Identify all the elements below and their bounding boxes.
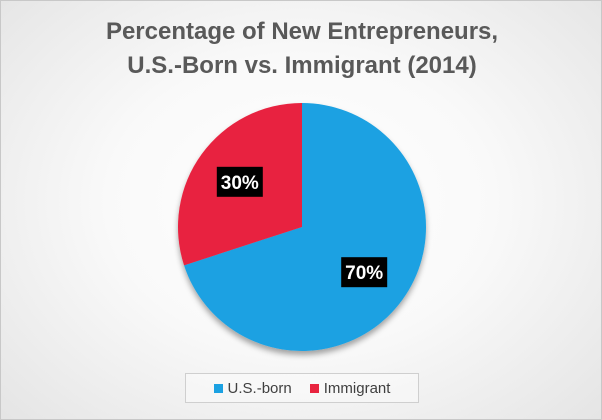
legend-label-immigrant: Immigrant	[323, 379, 391, 397]
data-label-u-s-born: 70%	[341, 257, 388, 288]
data-label-box	[216, 166, 263, 197]
legend-item-us-born: U.S.-born	[213, 379, 292, 397]
chart-title: Percentage of New Entrepreneurs, U.S.-Bo…	[1, 15, 602, 83]
pie-slice-u-s-born	[184, 103, 426, 351]
legend-label-us-born: U.S.-born	[227, 379, 292, 397]
legend: U.S.-born Immigrant	[185, 373, 419, 403]
legend-swatch-us-born	[213, 383, 223, 393]
chart-title-line-1: Percentage of New Entrepreneurs,	[105, 18, 499, 45]
legend-swatch-immigrant	[309, 383, 319, 393]
data-label-immigrant: 30%	[216, 166, 263, 197]
legend-item-immigrant: Immigrant	[309, 379, 391, 397]
data-label-text: 30%	[221, 173, 259, 194]
data-label-text: 70%	[345, 263, 383, 284]
data-label-box	[341, 257, 388, 288]
pie-slices	[177, 103, 426, 351]
chart-title-line-2: U.S.-Born vs. Immigrant (2014)	[127, 52, 477, 79]
pie-data-labels: 70% 30%	[216, 166, 388, 288]
